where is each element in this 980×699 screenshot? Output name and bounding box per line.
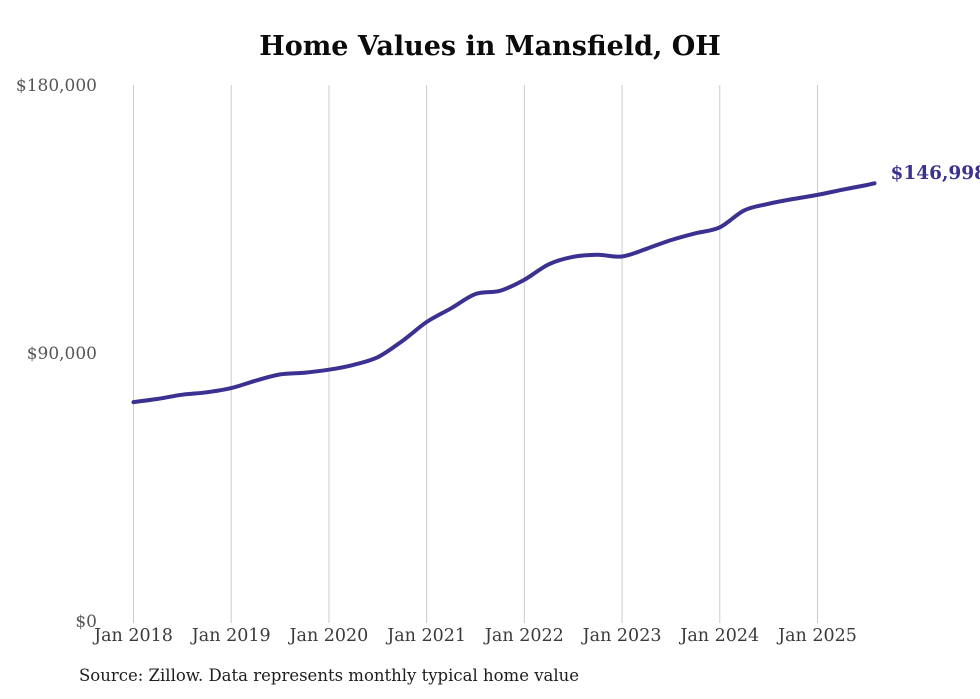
home-value-trend-line [131,181,877,405]
source-note: Source: Zillow. Data represents monthly … [79,666,580,685]
x-axis-tick-label: Jan 2021 [387,626,467,646]
y-axis-tick-label: $0 [75,612,97,632]
x-axis-tick-label: Jan 2024 [680,626,760,646]
x-axis-tick-label: Jan 2025 [778,626,857,646]
y-axis-tick-label: $180,000 [15,76,97,96]
latest-value-label: $146,998 [890,163,980,185]
x-axis-tick-label: Jan 2022 [484,626,564,646]
x-axis-tick-label: Jan 2019 [191,626,271,646]
x-axis-tick-label: Jan 2020 [289,626,369,646]
x-axis-tick-label: Jan 2023 [582,626,662,646]
year-gridlines [133,85,818,623]
x-axis-tick-label: Jan 2018 [94,626,173,646]
y-axis-tick-label: $90,000 [26,344,97,364]
chart-title: Home Values in Mansfield, OH [259,31,721,62]
